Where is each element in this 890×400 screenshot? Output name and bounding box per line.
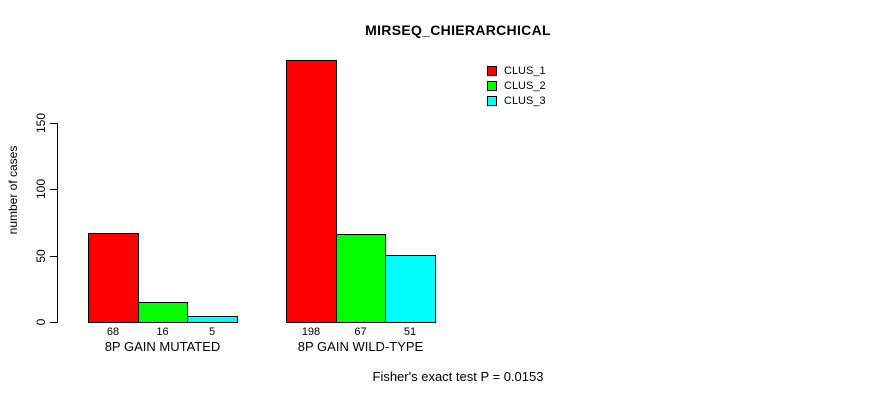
y-axis [57, 123, 58, 323]
y-axis-tick [50, 123, 57, 124]
bar-value-label: 68 [106, 326, 120, 338]
y-axis-tick-label-text: 150 [34, 112, 48, 134]
y-axis-tick [50, 256, 57, 257]
bar-value-label: 51 [403, 326, 417, 338]
legend-item: CLUS_3 [487, 93, 546, 108]
chart-title: MIRSEQ_CHIERARCHICAL [365, 22, 551, 38]
pvalue-annotation: Fisher's exact test P = 0.0153 [372, 369, 544, 384]
legend-item: CLUS_1 [487, 63, 546, 78]
bar-value-label: 198 [301, 326, 321, 338]
legend-color-swatch [487, 95, 497, 106]
bar-clus_2 [138, 302, 188, 323]
y-axis-tick-label-text: 100 [34, 178, 48, 200]
legend-item: CLUS_2 [487, 78, 546, 93]
category-label: 8P GAIN WILD-TYPE [297, 339, 424, 354]
bar-clus_1 [286, 60, 337, 323]
bar-clus_2 [336, 234, 386, 323]
y-axis-tick [50, 189, 57, 190]
bar-value-label: 5 [208, 326, 216, 338]
y-axis-tick-label-text: 50 [34, 249, 48, 263]
y-axis-tick-label-text: 0 [34, 318, 48, 326]
legend-color-swatch [487, 65, 497, 76]
legend: CLUS_1 CLUS_2 CLUS_3 [487, 63, 546, 108]
legend-label: CLUS_1 [504, 64, 546, 77]
legend-color-swatch [487, 80, 497, 91]
legend-label: CLUS_2 [504, 79, 546, 92]
bar-value-label: 16 [156, 326, 169, 338]
y-axis-title-text: number of cases [6, 145, 20, 235]
bar-clus_3 [385, 255, 436, 323]
bar-clus_1 [88, 233, 139, 323]
y-axis-tick [50, 322, 57, 323]
legend-label: CLUS_3 [504, 94, 546, 107]
bar-clus_3 [187, 316, 238, 323]
bar-value-label: 67 [354, 326, 367, 338]
category-label: 8P GAIN MUTATED [104, 339, 221, 354]
